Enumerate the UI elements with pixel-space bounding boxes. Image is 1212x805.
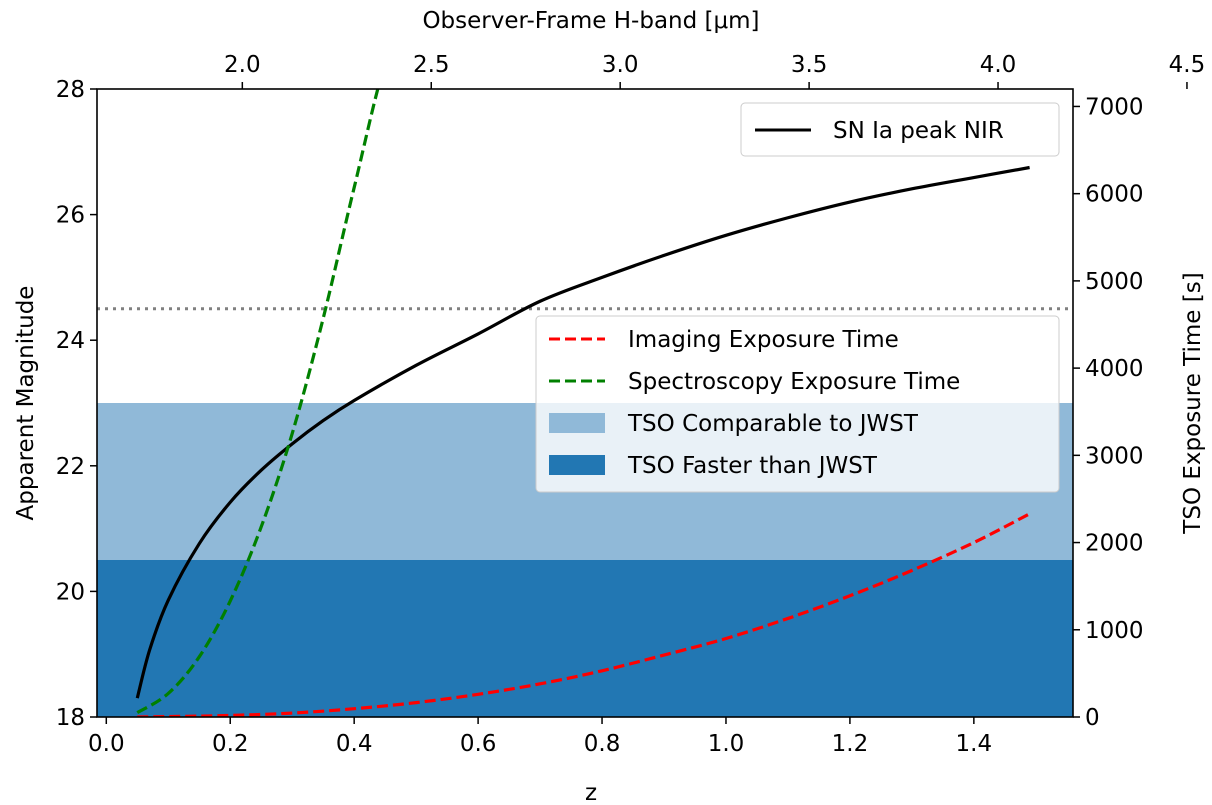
y-right-tick-label-5: 5000 xyxy=(1085,269,1144,295)
legend-sn: SN Ia peak NIR xyxy=(740,102,1060,157)
series-line-2 xyxy=(136,89,396,715)
x-tick-label-0: 0.0 xyxy=(88,731,125,757)
y-right-tick-label-6: 6000 xyxy=(1085,182,1144,208)
legend-label-sn: SN Ia peak NIR xyxy=(833,118,1004,144)
x-axis-top: 2.0 2.5 3.0 3.5 4.0 4.5 xyxy=(224,52,1205,89)
x-tick-label-2: 0.4 xyxy=(336,731,373,757)
legend-label-spectroscopy: Spectroscopy Exposure Time xyxy=(628,369,960,395)
top-tick-label-1: 2.5 xyxy=(413,52,450,78)
legend-swatch-faster xyxy=(549,455,605,475)
top-tick-label-4: 4.0 xyxy=(980,52,1017,78)
y-axis-label: Apparent Magnitude xyxy=(13,286,39,521)
y-right-tick-label-3: 3000 xyxy=(1085,443,1144,469)
legend-label-imaging: Imaging Exposure Time xyxy=(628,327,899,353)
legend-main-box xyxy=(535,315,1060,493)
top-tick-label-2: 3.0 xyxy=(602,52,639,78)
x-axis-label: z xyxy=(585,780,597,805)
y-axis-right-label: TSO Exposure Time [s] xyxy=(1180,272,1206,534)
y-right-tick-label-7: 7000 xyxy=(1085,94,1144,120)
x-tick-label-3: 0.6 xyxy=(460,731,497,757)
x-tick-label-7: 1.4 xyxy=(956,731,993,757)
y-right-tick-label-1: 1000 xyxy=(1085,618,1144,644)
y-right-tick-label-0: 0 xyxy=(1085,705,1100,731)
y-tick-label-1: 20 xyxy=(56,579,85,605)
legend-swatch-comparable xyxy=(549,413,605,433)
x-axis-top-label: Observer-Frame H-band [μm] xyxy=(422,8,759,34)
plot-frame xyxy=(96,88,1074,718)
x-tick-label-4: 0.8 xyxy=(584,731,621,757)
series-line-1 xyxy=(137,512,1031,717)
x-tick-label-5: 1.0 xyxy=(708,731,745,757)
top-tick-label-3: 3.5 xyxy=(791,52,828,78)
y-tick-label-5: 28 xyxy=(56,77,85,103)
x-tick-label-6: 1.2 xyxy=(832,731,869,757)
series-group xyxy=(135,89,1031,717)
x-axis: 0.0 0.2 0.4 0.6 0.8 1.0 1.2 1.4 xyxy=(88,717,992,757)
y-tick-label-3: 24 xyxy=(56,328,85,354)
y-right-tick-label-4: 4000 xyxy=(1085,356,1144,382)
band-0 xyxy=(97,560,1073,717)
legend-label-comparable: TSO Comparable to JWST xyxy=(627,411,919,437)
legend-sn-box xyxy=(740,102,1060,157)
series-line-0 xyxy=(135,165,1030,699)
top-tick-label-0: 2.0 xyxy=(224,52,261,78)
y-tick-label-0: 18 xyxy=(56,705,85,731)
y-axis-right: 0 1000 2000 3000 4000 5000 6000 7000 xyxy=(1073,94,1144,731)
x-tick-label-1: 0.2 xyxy=(212,731,249,757)
y-axis-left: 18 20 22 24 26 28 xyxy=(56,77,97,731)
y-tick-label-2: 22 xyxy=(56,454,85,480)
top-tick-label-5: 4.5 xyxy=(1169,52,1206,78)
y-tick-label-4: 26 xyxy=(56,203,85,229)
legend-main: Imaging Exposure Time Spectroscopy Expos… xyxy=(535,315,1060,493)
legend-label-faster: TSO Faster than JWST xyxy=(627,453,878,479)
y-right-tick-label-2: 2000 xyxy=(1085,531,1144,557)
